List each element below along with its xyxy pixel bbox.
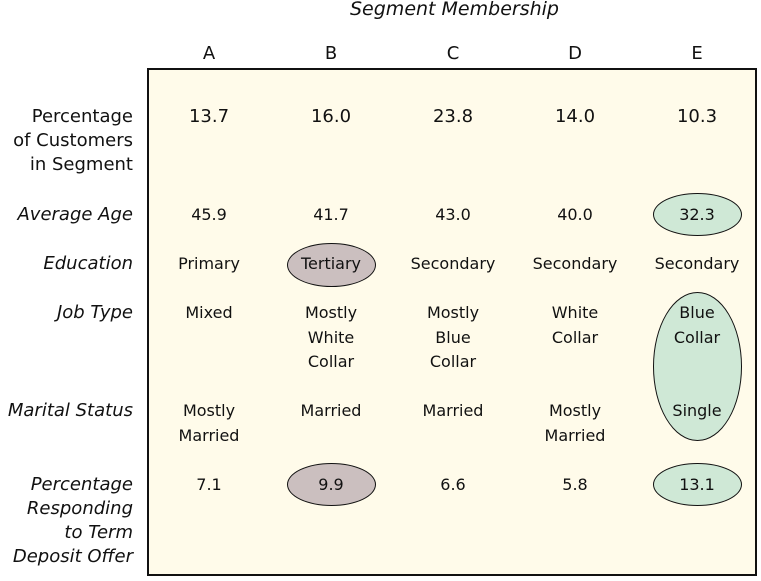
response-b: 9.9: [318, 475, 344, 494]
age-b: 41.7: [313, 205, 349, 224]
age-e: 32.3: [679, 205, 715, 224]
percentage-b: 16.0: [310, 106, 352, 127]
marital-status-a: Mostly Married: [178, 401, 240, 445]
job-type-b: Mostly White Collar: [304, 303, 358, 371]
row-label-marital-status: Marital Status: [7, 400, 133, 421]
response-a: 7.1: [196, 475, 222, 494]
column-header-b: B: [324, 43, 338, 64]
education-a: Primary: [178, 254, 240, 273]
response-c: 6.6: [440, 475, 466, 494]
highlight-response-e: [653, 463, 742, 506]
job-type-a: Mixed: [185, 303, 233, 322]
job-type-e: Blue Collar: [673, 303, 721, 347]
column-header-d: D: [568, 43, 582, 64]
percentage-e: 10.3: [676, 106, 718, 127]
education-c: Secondary: [410, 254, 496, 273]
response-d: 5.8: [562, 475, 588, 494]
diagram-title: Segment Membership: [350, 0, 559, 20]
marital-status-c: Married: [422, 401, 484, 420]
job-type-d: White Collar: [551, 303, 599, 347]
marital-status-d: Mostly Married: [544, 401, 606, 445]
column-header-e: E: [691, 43, 703, 64]
row-label-percentage: Percentage of Customers in Segment: [13, 106, 133, 175]
age-d: 40.0: [557, 205, 593, 224]
highlight-job-marital-e: [653, 292, 742, 441]
percentage-c: 23.8: [432, 106, 474, 127]
age-a: 45.9: [191, 205, 227, 224]
marital-status-b: Married: [300, 401, 362, 420]
column-header-a: A: [202, 43, 216, 64]
marital-status-e: Single: [672, 401, 722, 420]
percentage-d: 14.0: [554, 106, 596, 127]
job-type-c: Mostly Blue Collar: [426, 303, 480, 371]
education-e: Secondary: [654, 254, 740, 273]
row-label-education: Education: [43, 253, 133, 274]
column-header-c: C: [446, 43, 460, 64]
response-e: 13.1: [679, 475, 715, 494]
highlight-education-b: [287, 243, 376, 287]
highlight-response-b: [287, 463, 376, 506]
education-b: Tertiary: [300, 254, 362, 273]
age-c: 43.0: [435, 205, 471, 224]
row-label-job-type: Job Type: [56, 302, 133, 323]
highlight-age-e: [653, 193, 742, 236]
row-label-response: Percentage Responding to Term Deposit Of…: [12, 474, 133, 567]
row-label-age: Average Age: [17, 204, 133, 225]
percentage-a: 13.7: [188, 106, 230, 127]
education-d: Secondary: [532, 254, 618, 273]
